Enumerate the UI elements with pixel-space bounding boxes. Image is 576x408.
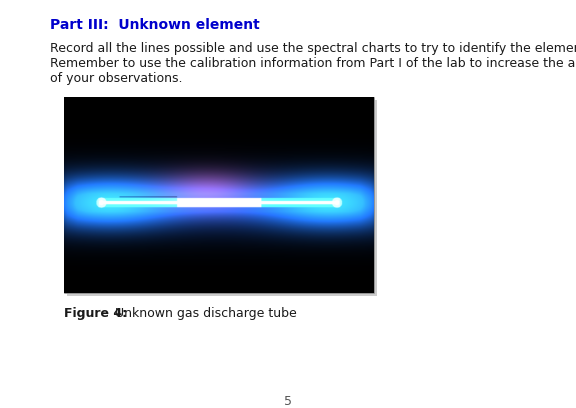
Text: Part III:  Unknown element: Part III: Unknown element [50,18,260,32]
Text: Record all the lines possible and use the spectral charts to try to identify the: Record all the lines possible and use th… [50,42,576,55]
Text: 5: 5 [284,395,292,408]
FancyBboxPatch shape [67,100,377,296]
Text: Figure 4:: Figure 4: [64,307,127,320]
Text: Remember to use the calibration information from Part I of the lab to increase t: Remember to use the calibration informat… [50,57,576,70]
Bar [64,97,374,293]
Text: of your observations.: of your observations. [50,72,183,85]
Text: Unknown gas discharge tube: Unknown gas discharge tube [111,307,297,320]
